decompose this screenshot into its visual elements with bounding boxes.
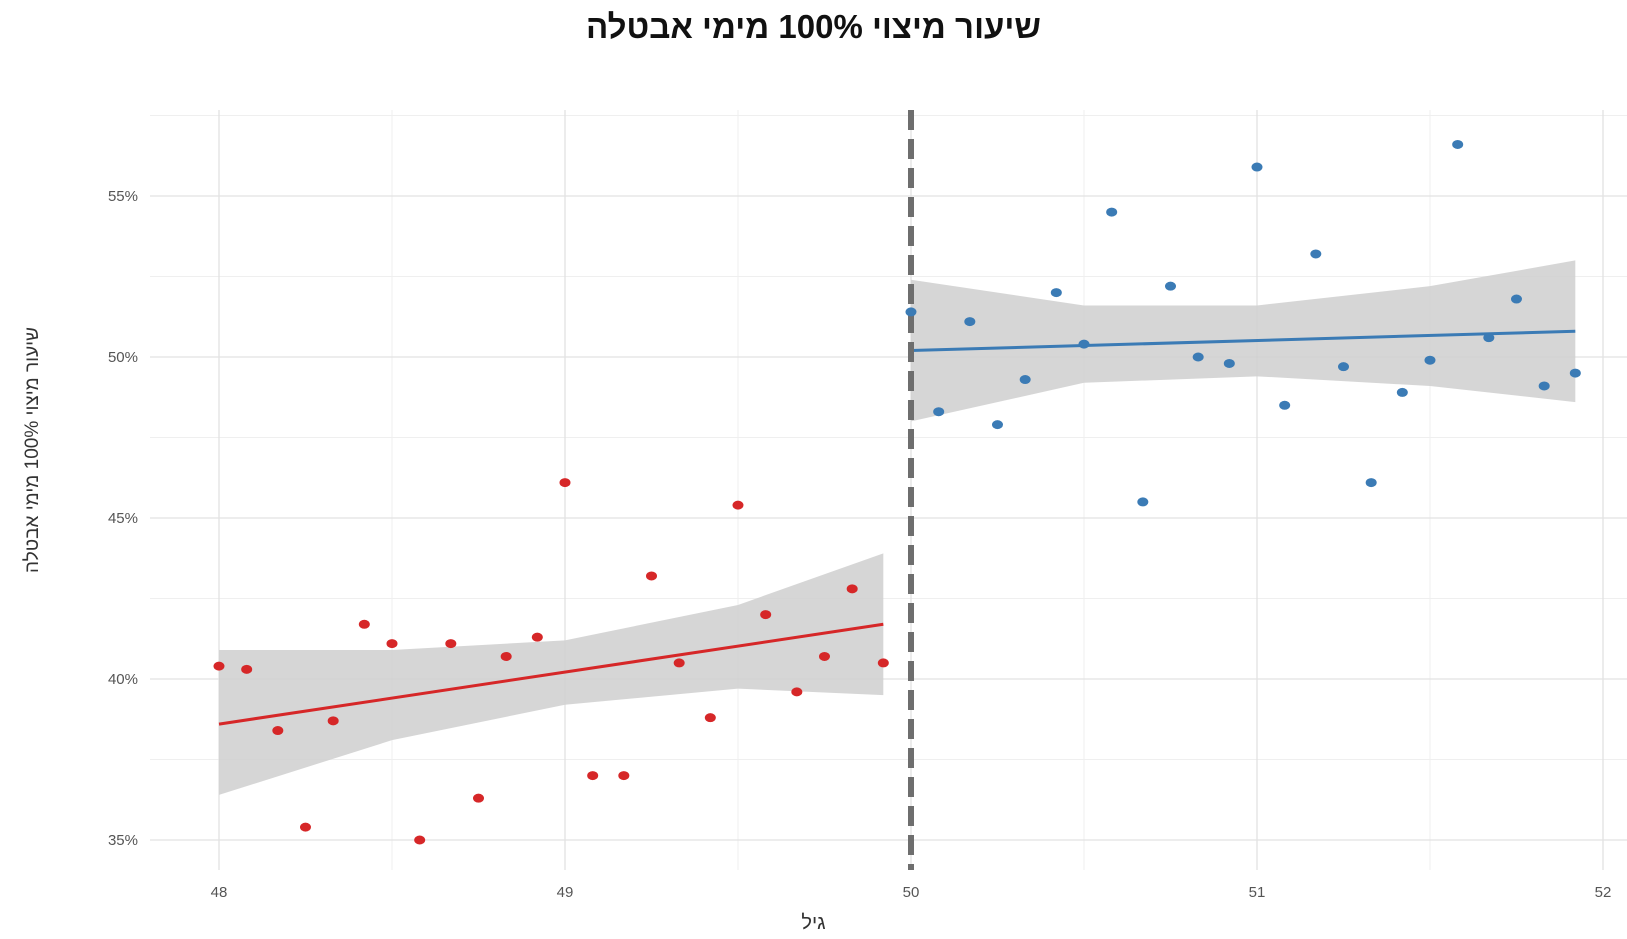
data-point xyxy=(905,307,917,317)
y-tick-labels: 35% 40% 45% 50% 55% xyxy=(108,188,138,849)
data-point xyxy=(1483,333,1495,343)
data-point xyxy=(445,639,457,649)
x-tick-label: 51 xyxy=(1249,884,1266,901)
data-point xyxy=(1279,400,1291,410)
y-axis-label-container: שיעור מיצוי 100% מימי אבטלה xyxy=(18,300,48,600)
data-point xyxy=(673,658,685,668)
y-tick-label: 55% xyxy=(108,188,138,205)
data-point xyxy=(1106,207,1118,217)
data-point xyxy=(272,726,284,736)
x-tick-labels: 48 49 50 51 52 xyxy=(211,884,1612,901)
data-point xyxy=(1223,358,1235,368)
confidence-bands xyxy=(219,260,1576,795)
data-point xyxy=(1078,339,1090,349)
data-point xyxy=(732,500,744,510)
data-point xyxy=(791,687,803,697)
data-point xyxy=(531,632,543,642)
data-point xyxy=(1569,368,1581,378)
fit-line xyxy=(218,622,884,726)
data-point xyxy=(846,584,858,594)
data-point xyxy=(241,664,253,674)
data-point xyxy=(877,658,889,668)
fit-line xyxy=(910,329,1576,353)
data-point xyxy=(1338,362,1349,372)
data-point xyxy=(1310,249,1322,259)
x-tick-label: 48 xyxy=(211,884,228,901)
data-point xyxy=(1511,294,1522,304)
data-point xyxy=(992,420,1003,430)
data-point xyxy=(1452,139,1464,149)
y-axis-label: שיעור מיצוי 100% מימי אבטלה xyxy=(22,327,43,573)
data-point xyxy=(819,651,830,661)
y-tick-label: 50% xyxy=(108,349,138,366)
data-point xyxy=(1538,381,1550,391)
data-point xyxy=(1192,352,1204,362)
x-tick-label: 52 xyxy=(1595,884,1612,901)
data-point xyxy=(646,571,657,581)
data-point xyxy=(414,835,426,845)
x-tick-label: 50 xyxy=(903,884,920,901)
data-point xyxy=(964,317,976,327)
data-point xyxy=(386,639,398,649)
data-point xyxy=(760,610,772,620)
data-point xyxy=(473,793,484,803)
fit-lines xyxy=(218,329,1576,726)
data-point xyxy=(327,716,339,726)
data-point xyxy=(1165,281,1176,291)
y-tick-label: 35% xyxy=(108,832,138,849)
data-point xyxy=(1396,387,1408,397)
data-point xyxy=(1137,497,1149,507)
y-tick-label: 40% xyxy=(108,671,138,688)
x-tick-label: 49 xyxy=(557,884,574,901)
data-point xyxy=(704,713,716,723)
data-point xyxy=(1424,355,1436,365)
x-axis-label: גיל xyxy=(801,912,826,934)
data-point xyxy=(587,771,599,781)
chart-title: שיעור מיצוי 100% מימי אבטלה xyxy=(586,8,1041,45)
data-point xyxy=(1251,162,1263,172)
y-tick-label: 45% xyxy=(108,510,138,527)
data-point xyxy=(1365,478,1377,488)
data-point xyxy=(618,771,630,781)
data-point xyxy=(559,478,571,488)
data-point xyxy=(500,651,512,661)
grid xyxy=(150,110,1627,870)
data-point xyxy=(1019,375,1031,385)
data-point xyxy=(1050,288,1062,298)
data-points xyxy=(213,139,1581,845)
data-point xyxy=(300,822,311,832)
data-point xyxy=(933,407,945,417)
data-point xyxy=(213,661,225,671)
data-point xyxy=(358,619,370,629)
